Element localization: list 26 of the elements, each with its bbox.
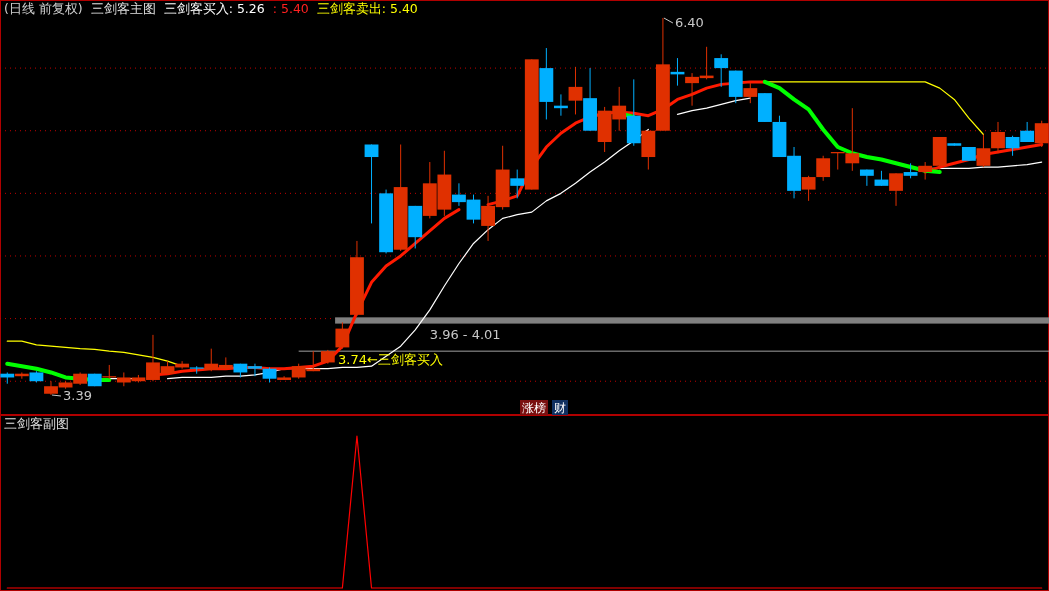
text: : 5.40	[272, 1, 309, 16]
candlestick	[364, 144, 379, 224]
candlestick	[991, 121, 1005, 154]
candlestick	[816, 155, 831, 182]
candlestick	[889, 172, 903, 207]
candlestick	[568, 66, 583, 115]
chart-subtitle: (日线 前复权)	[4, 1, 83, 16]
chart-title: 三剑客主图	[90, 1, 156, 16]
text: 三剑客卖出: 5.40	[316, 1, 418, 16]
candlestick	[801, 175, 816, 202]
candlestick	[714, 53, 729, 88]
candlestick	[335, 321, 350, 350]
annotation: 6.40	[674, 15, 704, 30]
candlestick	[976, 133, 991, 168]
candlestick	[743, 82, 758, 104]
band-label: 3.96 - 4.01	[429, 326, 501, 342]
candlestick	[510, 169, 525, 199]
candlestick	[859, 169, 874, 187]
text: 财	[554, 401, 566, 415]
ref-line-label: 3.74←三剑客买入	[338, 352, 443, 368]
annotation: 3.39	[62, 388, 92, 403]
candlestick	[845, 107, 860, 172]
candlestick	[1034, 120, 1049, 148]
text: 三剑客买入: 5.26	[163, 1, 265, 16]
text: 涨榜	[522, 401, 546, 415]
chart-title: 三剑客副图	[4, 416, 69, 431]
